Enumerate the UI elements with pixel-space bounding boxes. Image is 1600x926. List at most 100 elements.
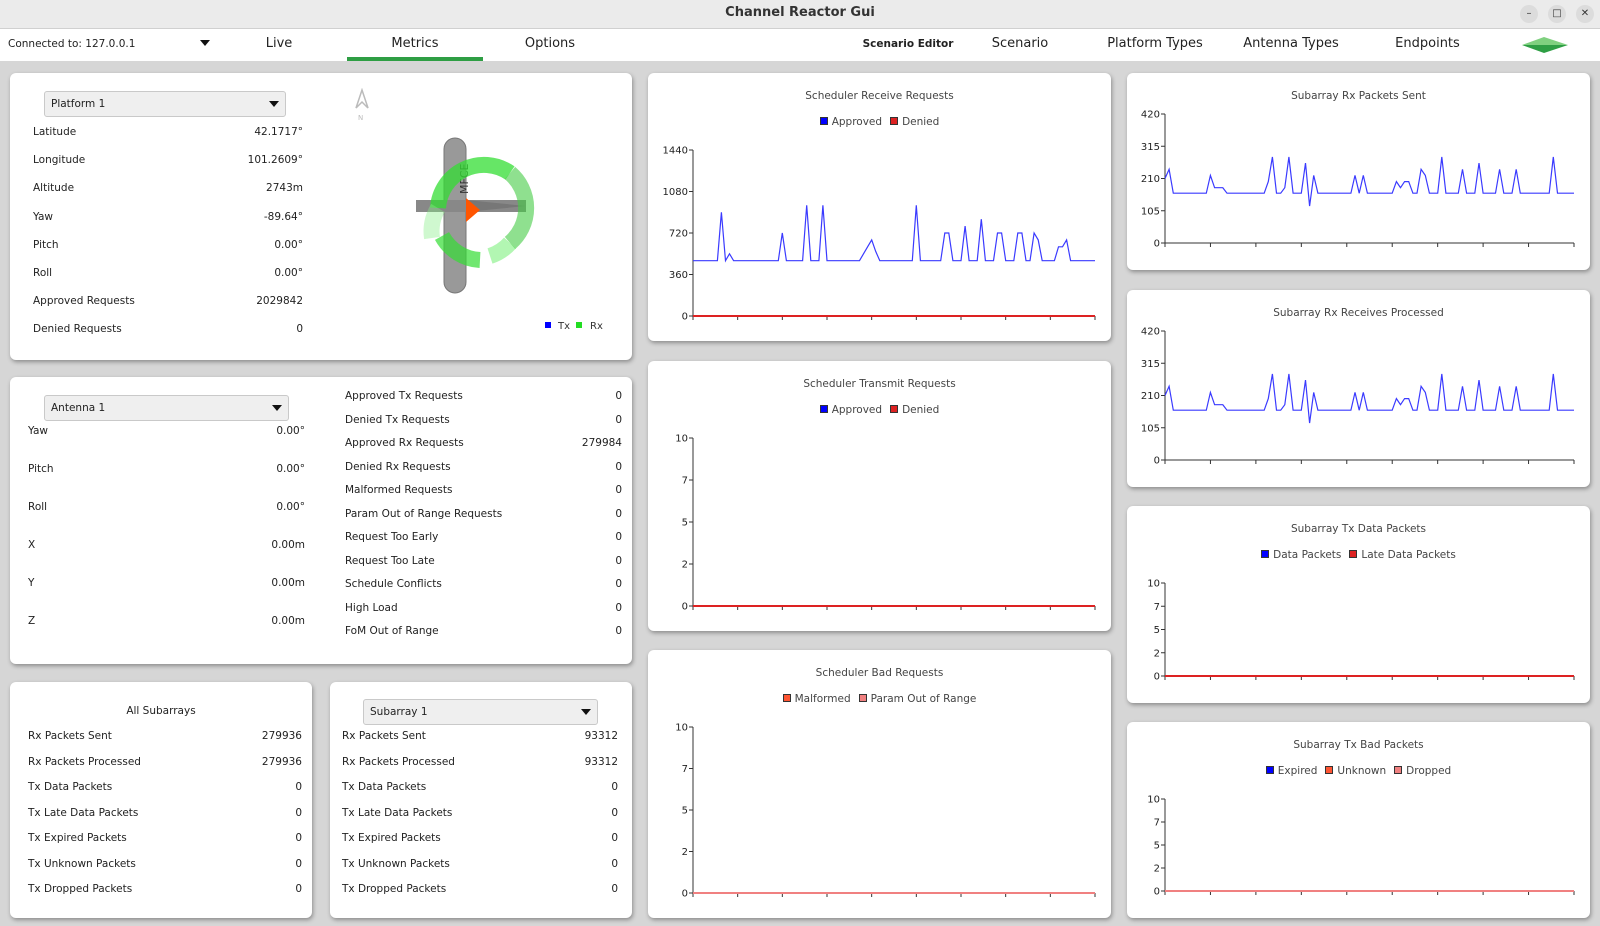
stat-row: Yaw -89.64° [33, 211, 303, 223]
subarray-rx-packets-sent-chart: Subarray Rx Packets Sent 0 105 210 315 420 [1127, 73, 1590, 270]
chart-plot: 0 2 5 7 10 [1147, 795, 1575, 898]
y-tick-label: 5 [682, 518, 688, 529]
maximize-button[interactable]: □ [1548, 5, 1566, 23]
chart-plot: 0 105 210 315 420 [1141, 110, 1575, 250]
chevron-down-icon[interactable] [200, 40, 210, 46]
y-tick-label: 0 [1154, 456, 1160, 467]
legend-item[interactable]: Unknown [1325, 765, 1386, 777]
stat-row: Tx Data Packets 0 [28, 781, 302, 793]
tab-platform-types[interactable]: Platform Types [1107, 36, 1203, 51]
tab-antenna-types[interactable]: Antenna Types [1243, 36, 1339, 51]
y-tick-label: 2 [1154, 648, 1160, 659]
subarray-select[interactable]: Subarray 1 [363, 699, 598, 725]
stat-value: 0 [611, 857, 618, 870]
rx-legend-swatch [576, 322, 582, 328]
y-tick-label: 5 [682, 806, 688, 817]
stat-label: Approved Rx Requests [345, 437, 464, 449]
antenna-panel: Antenna 1 Yaw 0.00° Pitch 0.00° Roll 0.00° X 0.… [10, 377, 632, 664]
y-tick-label: 1080 [663, 187, 688, 198]
stat-label: Denied Tx Requests [345, 413, 450, 426]
antenna-select-value: Antenna 1 [51, 402, 106, 414]
y-tick-label: 2 [682, 560, 688, 571]
y-tick-label: 7 [1154, 818, 1160, 829]
legend-item[interactable]: Denied [890, 116, 939, 128]
stat-row: Param Out of Range Requests 0 [345, 508, 622, 520]
stat-label: Roll [28, 501, 48, 513]
stat-value: 0.00m [271, 615, 305, 627]
stat-row: Pitch 0.00° [33, 239, 303, 251]
close-button[interactable]: ✕ [1576, 5, 1594, 23]
legend-item[interactable]: Late Data Packets [1349, 549, 1456, 561]
legend-item[interactable]: Param Out of Range [858, 693, 976, 705]
stat-value: 0 [615, 484, 622, 496]
chart-legend: Expired Unknown Dropped [1127, 765, 1590, 777]
stat-row: Rx Packets Sent 93312 [342, 730, 618, 742]
stat-value: 0 [615, 531, 622, 543]
legend-item[interactable]: Dropped [1394, 765, 1451, 777]
legend-swatch [858, 694, 867, 702]
chart-plot: 0 2 5 7 10 [1147, 579, 1575, 683]
stat-row: Latitude 42.1717° [33, 126, 303, 138]
stat-label: Y [28, 577, 35, 589]
stat-label: Tx Expired Packets [342, 832, 441, 844]
y-tick-label: 210 [1141, 174, 1160, 185]
stat-label: Tx Data Packets [342, 781, 427, 793]
stat-label: High Load [345, 601, 398, 614]
tab-options[interactable]: Options [524, 36, 576, 51]
y-tick-label: 0 [1154, 887, 1160, 898]
stat-label: Denied Requests [33, 323, 122, 336]
y-tick-label: 10 [675, 723, 688, 734]
minimize-button[interactable]: – [1520, 5, 1538, 23]
chart-plot: 0 105 210 315 420 [1141, 327, 1575, 467]
y-tick-label: 105 [1141, 423, 1160, 434]
stat-label: Tx Unknown Packets [28, 857, 136, 870]
stat-label: Pitch [33, 238, 59, 251]
stat-row: Tx Late Data Packets 0 [28, 807, 302, 819]
y-tick-label: 2 [682, 847, 688, 858]
tab-live[interactable]: Live [265, 36, 293, 51]
legend-item[interactable]: Data Packets [1261, 549, 1341, 561]
stat-value: 0 [611, 832, 618, 844]
stat-label: Roll [33, 267, 53, 279]
stat-label: Request Too Early [345, 531, 439, 543]
connection-label: Connected to: 127.0.0.1 [8, 38, 136, 50]
stat-row: Roll 0.00° [33, 267, 303, 279]
legend-item[interactable]: Approved [819, 116, 882, 128]
stat-value: 0.00° [274, 267, 303, 279]
stat-row: Tx Dropped Packets 0 [28, 883, 302, 895]
beam-legend: Tx Rx [545, 321, 603, 332]
stat-label: Tx Late Data Packets [342, 806, 453, 819]
chart-title: Subarray Rx Packets Sent [1291, 90, 1426, 102]
subarray-rx-receives-processed-chart: Subarray Rx Receives Processed 0 105 210 315… [1127, 290, 1590, 487]
stat-row: Tx Expired Packets 0 [28, 832, 302, 844]
stat-row: Pitch 0.00° [28, 463, 305, 475]
legend-swatch [819, 117, 828, 125]
legend-item[interactable]: Malformed [782, 693, 851, 705]
legend-item[interactable]: Approved [819, 404, 882, 416]
stat-value: 0 [611, 781, 618, 793]
chart-title: Scheduler Transmit Requests [803, 378, 956, 390]
tab-metrics[interactable]: Metrics [347, 29, 483, 61]
legend-item[interactable]: Denied [890, 404, 939, 416]
antenna-select[interactable]: Antenna 1 [44, 395, 289, 421]
series-line [1164, 373, 1574, 424]
y-tick-label: 5 [1154, 841, 1160, 852]
chart-legend: Approved Denied [648, 404, 1111, 416]
stat-value: 93312 [584, 755, 618, 768]
stat-row: Y 0.00m [28, 577, 305, 589]
stat-label: Longitude [33, 154, 86, 167]
tab-scenario[interactable]: Scenario [991, 36, 1049, 51]
tab-endpoints[interactable]: Endpoints [1395, 36, 1460, 51]
y-tick-label: 0 [682, 602, 688, 613]
legend-item[interactable]: Expired [1265, 765, 1317, 777]
legend-label: Data Packets [1273, 549, 1342, 561]
stat-label: Altitude [33, 182, 75, 195]
stat-label: Denied Rx Requests [345, 460, 451, 473]
chart-plot: 0 2 5 7 10 [675, 434, 1096, 613]
stat-value: -89.64° [263, 210, 303, 223]
chart-title: Subarray Tx Data Packets [1290, 523, 1427, 535]
platform-panel: Platform 1 Latitude 42.1717° Longitude 101.… [10, 73, 632, 360]
platform-select[interactable]: Platform 1 [44, 91, 286, 117]
stat-label: Tx Late Data Packets [28, 806, 139, 819]
stat-row: Yaw 0.00° [28, 425, 305, 437]
